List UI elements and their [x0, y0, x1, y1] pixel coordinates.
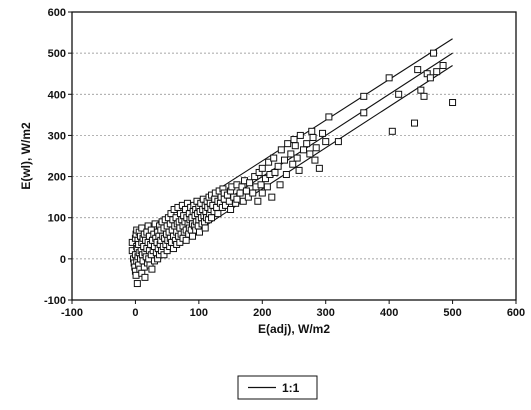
y-tick-label: -100	[44, 295, 66, 307]
data-point	[270, 154, 278, 162]
data-point	[284, 140, 292, 148]
y-tick-label: 600	[48, 7, 66, 19]
data-point	[433, 68, 441, 76]
x-tick-label: 300	[317, 307, 335, 319]
data-point	[430, 49, 438, 57]
data-point	[233, 195, 241, 203]
data-point	[312, 144, 320, 152]
data-point	[411, 119, 419, 127]
data-point	[271, 168, 279, 176]
y-tick-label: 100	[48, 213, 66, 225]
data-point	[141, 273, 149, 281]
data-point	[258, 189, 266, 197]
data-point	[360, 109, 368, 117]
x-axis-ticks: -100 0 100 200 300 400 500 600	[61, 300, 525, 319]
data-point	[360, 92, 368, 100]
data-point	[282, 171, 290, 179]
y-axis-title: E(wl), W/m2	[19, 122, 33, 190]
data-point	[385, 74, 393, 82]
y-tick-label: 500	[48, 48, 66, 60]
data-point	[148, 265, 156, 273]
data-point	[290, 136, 298, 144]
data-point	[426, 74, 434, 82]
data-point	[244, 193, 252, 201]
data-point	[258, 164, 266, 172]
data-point	[277, 146, 285, 154]
data-point	[251, 173, 259, 181]
data-point	[311, 156, 319, 164]
y-tick-label: 300	[48, 130, 66, 142]
data-point	[291, 142, 299, 150]
x-axis-title: E(adj), W/m2	[258, 322, 330, 336]
data-point	[322, 138, 330, 146]
data-point	[309, 133, 317, 141]
data-point	[388, 127, 396, 135]
x-tick-label: 0	[132, 307, 138, 319]
data-point	[439, 61, 447, 69]
data-point	[414, 66, 422, 74]
data-point	[201, 224, 209, 232]
data-point	[276, 181, 284, 189]
legend-label-1to1: 1:1	[282, 381, 300, 395]
data-point	[417, 86, 425, 94]
data-point	[334, 138, 342, 146]
data-point	[395, 90, 403, 98]
data-point	[289, 160, 297, 168]
data-point	[319, 129, 327, 137]
data-point	[257, 181, 265, 189]
data-point	[133, 280, 141, 288]
data-point	[254, 197, 262, 205]
x-tick-label: 200	[253, 307, 271, 319]
data-point	[449, 99, 457, 107]
data-point	[306, 150, 314, 158]
y-tick-label: 400	[48, 89, 66, 101]
data-point	[296, 131, 304, 139]
data-point	[214, 210, 222, 218]
x-tick-label: 600	[507, 307, 525, 319]
data-point	[274, 162, 282, 170]
data-point	[263, 183, 271, 191]
data-point	[268, 193, 276, 201]
legend-box	[237, 375, 318, 400]
data-point	[300, 146, 308, 154]
data-point	[303, 140, 311, 148]
data-point	[308, 127, 316, 135]
x-tick-label: -100	[61, 307, 83, 319]
data-point	[325, 113, 333, 121]
y-tick-label: 0	[60, 254, 66, 266]
x-tick-label: 400	[380, 307, 398, 319]
data-point	[315, 164, 323, 172]
y-axis-ticks: -100 0 100 200 300 400 500 600	[44, 7, 72, 307]
data-point	[236, 189, 244, 197]
data-point	[227, 205, 235, 213]
data-point	[189, 232, 197, 240]
data-point	[221, 201, 229, 209]
y-tick-label: 200	[48, 172, 66, 184]
data-point	[132, 271, 140, 279]
data-point	[280, 156, 288, 164]
plot-area-border	[71, 11, 517, 301]
data-point	[295, 166, 303, 174]
data-point	[287, 150, 295, 158]
data-point	[242, 187, 250, 195]
data-point	[246, 179, 254, 187]
data-point	[239, 197, 247, 205]
data-points	[128, 49, 457, 288]
data-point	[293, 154, 301, 162]
data-point	[265, 158, 273, 166]
data-point	[420, 92, 428, 100]
x-tick-label: 100	[190, 307, 208, 319]
data-point	[208, 214, 216, 222]
data-point	[261, 175, 269, 183]
legend: 1:1	[237, 375, 318, 400]
gridlines	[72, 52, 516, 260]
data-point	[195, 228, 203, 236]
data-point	[249, 189, 257, 197]
data-point	[182, 236, 190, 244]
x-tick-label: 500	[443, 307, 461, 319]
